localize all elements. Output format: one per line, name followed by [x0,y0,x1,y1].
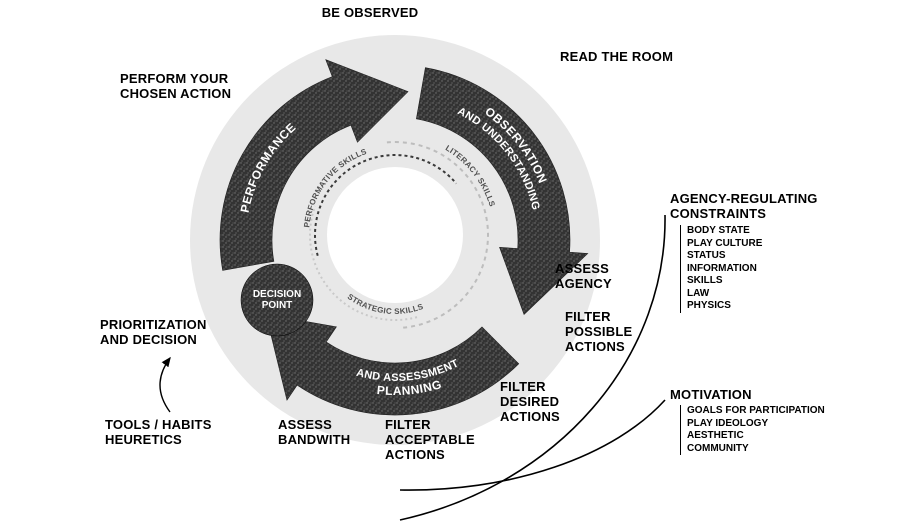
label-filter-desired: FILTER DESIRED ACTIONS [500,380,560,425]
sublist-motivation-item: PLAY IDEOLOGY [687,418,825,431]
sublist-constraints-item: INFORMATION [687,263,762,276]
label-assess-bandwidth: ASSESS BANDWITH [278,418,350,448]
tools-to-prioritization-arrow [160,358,170,412]
sublist-motivation-item: COMMUNITY [687,443,825,456]
decision-point-line1: DECISION [253,289,301,300]
decision-point-line2: POINT [262,300,293,311]
sublist-motivation-item: AESTHETIC [687,430,825,443]
label-constraints-title: AGENCY-REGULATING CONSTRAINTS [670,192,818,222]
sublist-constraints-item: STATUS [687,250,762,263]
inner-disc [327,167,463,303]
sublist-constraints: BODY STATEPLAY CULTURESTATUSINFORMATIONS… [680,225,762,313]
label-be-observed: BE OBSERVED [322,6,419,21]
sublist-motivation: GOALS FOR PARTICIPATIONPLAY IDEOLOGYAEST… [680,405,825,455]
label-read-the-room: READ THE ROOM [560,50,673,65]
sublist-constraints-item: BODY STATE [687,225,762,238]
label-filter-possible: FILTER POSSIBLE ACTIONS [565,310,632,355]
label-filter-acceptable: FILTER ACCEPTABLE ACTIONS [385,418,475,463]
label-perform-action: PERFORM YOUR CHOSEN ACTION [120,72,231,102]
sublist-motivation-item: GOALS FOR PARTICIPATION [687,405,825,418]
label-motivation-title: MOTIVATION [670,388,752,403]
cycle-diagram: OBSERVATION AND UNDERSTANDING PLANNING A… [0,0,900,530]
label-prioritization: PRIORITIZATION AND DECISION [100,318,207,348]
label-tools-habits: TOOLS / HABITS HEURETICS [105,418,212,448]
sublist-constraints-item: SKILLS [687,275,762,288]
sublist-constraints-item: LAW [687,288,762,301]
label-assess-agency: ASSESS AGENCY [555,262,612,292]
sublist-constraints-item: PLAY CULTURE [687,238,762,251]
sublist-constraints-item: PHYSICS [687,300,762,313]
decision-point-label: DECISIONPOINT [241,289,313,311]
